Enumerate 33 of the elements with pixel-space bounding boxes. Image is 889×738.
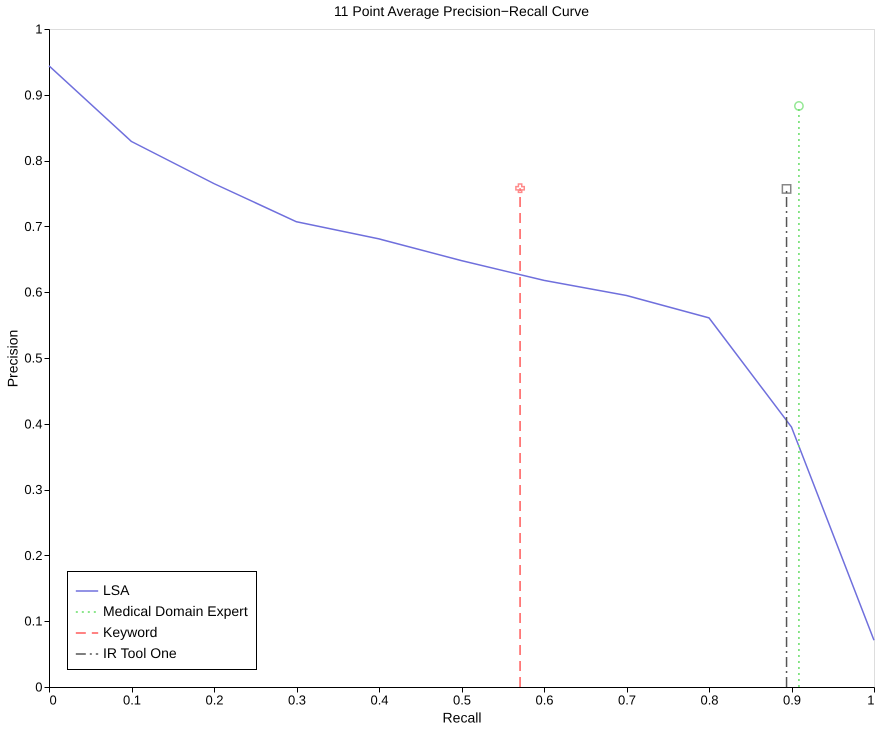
y-tick-label: 0.8 xyxy=(24,153,42,168)
y-tick-label: 1 xyxy=(35,22,42,36)
y-axis-title: Precision xyxy=(4,330,20,388)
y-tick-label: 0.5 xyxy=(24,350,42,366)
y-tick-label: 0.3 xyxy=(24,482,42,498)
y-tick-label: 0.2 xyxy=(24,548,42,563)
line-series xyxy=(48,65,875,642)
y-tick-label: 0.1 xyxy=(24,614,42,629)
x-tick-label: 0.1 xyxy=(122,692,142,708)
legend-label: Keyword xyxy=(103,624,158,640)
chart-title: 11 Point Average Precision−Recall Curve xyxy=(334,3,590,19)
x-tick-label: 0.3 xyxy=(288,692,306,708)
point xyxy=(794,101,804,111)
x-tick-label: 0.7 xyxy=(618,692,636,708)
legend-label: IR Tool One xyxy=(103,645,177,661)
x-tick-label: 0.6 xyxy=(535,692,554,708)
point xyxy=(515,183,526,194)
x-axis-title: Recall xyxy=(442,710,482,726)
y-tick-label: 0 xyxy=(35,680,42,694)
legend-label: LSA xyxy=(103,582,130,598)
x-tick-label: 0.5 xyxy=(452,692,472,708)
y-tick-label: 0.9 xyxy=(24,87,42,102)
x-tick-label: 0.4 xyxy=(370,692,389,708)
x-tick-label: 0.2 xyxy=(205,692,224,708)
x-tick-label: 0.8 xyxy=(700,692,719,708)
x-tick-label: 1 xyxy=(867,692,874,708)
x-tick-label: 0.9 xyxy=(782,692,802,708)
y-tick-label: 0.4 xyxy=(24,416,42,432)
y-tick-label: 0.6 xyxy=(24,284,42,300)
legend-label: Medical Domain Expert xyxy=(103,603,248,619)
x-tick-label: 0 xyxy=(50,692,57,708)
point xyxy=(782,184,792,194)
y-tick-label: 0.7 xyxy=(24,218,42,234)
